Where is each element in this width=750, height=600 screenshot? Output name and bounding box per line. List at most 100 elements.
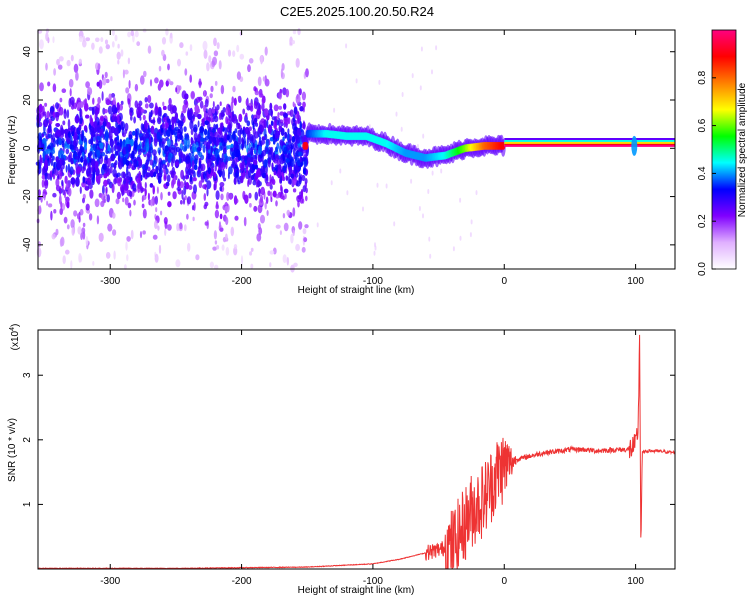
heatmap-cell (171, 116, 175, 125)
heatmap-cell (292, 229, 295, 237)
heatmap-cell (198, 81, 202, 86)
heatmap-cell (240, 175, 244, 184)
colorbar-gradient (711, 29, 737, 270)
heatmap-cell (44, 141, 47, 149)
heatmap-cell (77, 102, 82, 108)
heatmap-cell (190, 137, 194, 144)
heatmap-cell (227, 49, 232, 57)
heatmap-cell (250, 156, 254, 163)
heatmap-cell (290, 233, 294, 244)
heatmap-cell (197, 166, 200, 175)
heatmap-cell (167, 201, 172, 208)
heatmap-cell (299, 121, 302, 130)
heatmap-cell (212, 136, 217, 143)
heatmap-cell (150, 119, 156, 124)
heatmap-cell (112, 96, 116, 105)
y-tick-label: 2 (22, 437, 33, 443)
heatmap-cell (85, 81, 90, 89)
spectrogram-x-axis-title: Height of straight line (km) (298, 285, 415, 296)
heatmap-cell (117, 160, 121, 168)
heatmap-cell (245, 98, 249, 107)
heatmap-cell (293, 142, 298, 151)
heatmap-cell (116, 191, 121, 200)
heatmap-cell (94, 126, 97, 134)
heatmap-cell (167, 224, 172, 231)
heatmap-cell (240, 255, 244, 266)
colorbar-tick-label: 0.0 (697, 262, 708, 276)
heatmap-cell (233, 195, 238, 205)
heatmap-cell (283, 146, 288, 155)
heatmap-cell (184, 195, 187, 201)
heatmap-cell (125, 241, 128, 251)
heatmap-cell (75, 71, 79, 81)
heatmap-cell (123, 183, 129, 191)
heatmap-cell (242, 108, 246, 115)
heatmap-cell (55, 178, 60, 188)
heatmap-cell (247, 130, 251, 140)
heatmap-cell (211, 156, 215, 161)
snr-x-axis-title: Height of straight line (km) (298, 585, 415, 596)
heatmap-cell (238, 113, 243, 123)
heatmap-cell (64, 128, 69, 135)
heatmap-cell (288, 166, 292, 175)
heatmap-cell (51, 233, 56, 240)
spectrogram-ridge (302, 122, 675, 169)
heatmap-cell (128, 80, 131, 89)
heatmap-cell (56, 129, 61, 136)
heatmap-cell (53, 161, 56, 170)
heatmap-cell (180, 169, 185, 180)
heatmap-cell (103, 117, 106, 124)
heatmap-cell (233, 177, 237, 185)
heatmap-cell (94, 161, 99, 171)
heatmap-cell (45, 28, 50, 33)
snr-x-ticks: -300 -200 -100 0 100 (100, 330, 644, 587)
heatmap-cell (469, 232, 472, 238)
heatmap-cell (120, 49, 124, 57)
heatmap-cell (73, 210, 78, 217)
heatmap-cell (376, 182, 379, 188)
heatmap-cell (257, 76, 262, 87)
heatmap-cell (99, 115, 105, 121)
heatmap-cell (171, 105, 177, 114)
heatmap-cell (94, 198, 100, 208)
heatmap-cell (272, 133, 275, 141)
heatmap-cell (231, 116, 235, 123)
heatmap-cell (115, 120, 118, 129)
heatmap-cell (154, 220, 158, 230)
heatmap-cell (83, 125, 88, 132)
heatmap-cell (112, 229, 117, 236)
heatmap-cell (218, 60, 222, 70)
heatmap-cell (274, 130, 280, 139)
heatmap-cell (287, 132, 290, 141)
heatmap-cell (124, 69, 129, 75)
heatmap-cell (295, 58, 300, 68)
heatmap-cell (429, 253, 432, 259)
heatmap-cell (207, 140, 211, 150)
heatmap-cell (85, 203, 90, 211)
heatmap-cell (119, 103, 123, 111)
heatmap-cell (206, 62, 210, 72)
heatmap-cell (120, 100, 124, 105)
heatmap-cell (93, 167, 96, 173)
heatmap-cell (345, 43, 348, 49)
heatmap-cell (101, 91, 104, 101)
heatmap-cell (260, 55, 263, 65)
heatmap-cell (98, 46, 103, 54)
heatmap-cell (157, 175, 162, 184)
heatmap-cell (251, 174, 254, 181)
heatmap-cell (105, 132, 109, 143)
heatmap-cell (213, 183, 216, 191)
heatmap-cell (269, 102, 273, 111)
heatmap-cell (78, 253, 82, 263)
heatmap-cell (103, 109, 108, 114)
heatmap-cell (94, 113, 97, 121)
y-tick-label: -20 (22, 189, 33, 204)
heatmap-cell (82, 197, 85, 204)
heatmap-cell (233, 244, 238, 250)
heatmap-cell (298, 221, 303, 230)
heatmap-cell (299, 106, 304, 112)
heatmap-cell (125, 87, 130, 94)
heatmap-cell (270, 197, 273, 203)
heatmap-cell (239, 53, 245, 60)
heatmap-cell (143, 70, 147, 78)
